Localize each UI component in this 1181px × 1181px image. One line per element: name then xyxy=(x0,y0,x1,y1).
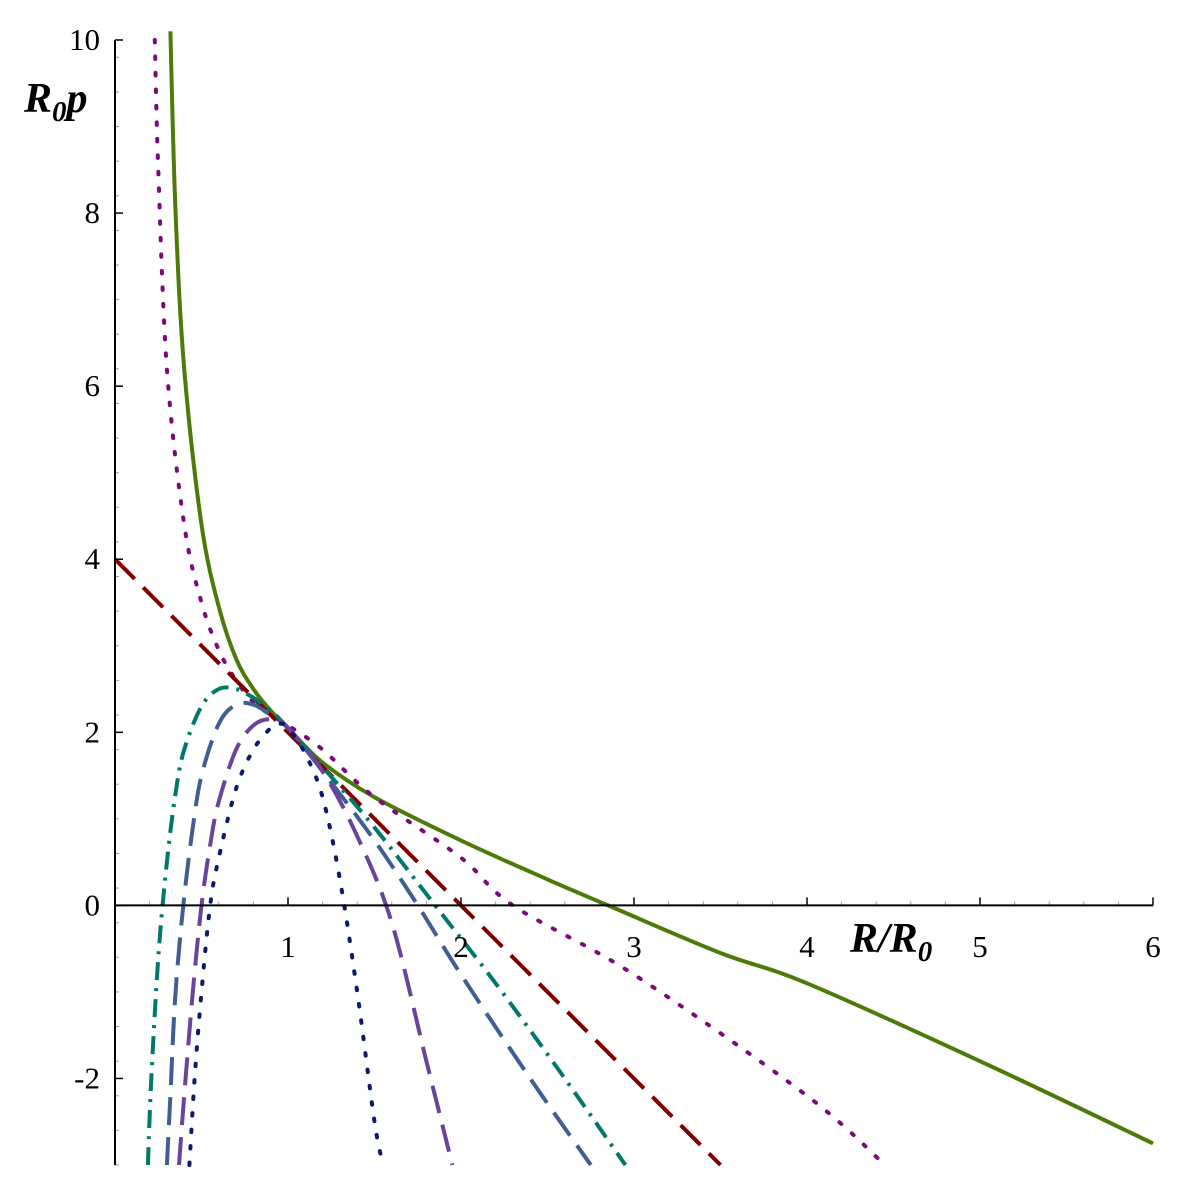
y-tick-label: 6 xyxy=(85,368,101,403)
series-5-line xyxy=(164,700,593,1167)
series-4-line xyxy=(145,685,628,1167)
minor-ticks xyxy=(115,56,1154,1166)
x-axis-title: R/R0 xyxy=(849,916,932,968)
y-tick-label: 4 xyxy=(85,541,101,576)
series-1-line xyxy=(168,31,1154,1146)
y-axis-title: R0p xyxy=(23,76,88,128)
series-7-line xyxy=(187,721,386,1167)
x-tick-label: 5 xyxy=(972,929,988,964)
y-tick-label: 8 xyxy=(85,195,101,230)
y-tick-label: 2 xyxy=(85,714,101,749)
series-6-line xyxy=(177,717,455,1166)
curves xyxy=(113,31,1154,1167)
x-tick-label: 4 xyxy=(799,929,815,964)
x-tick-label: 3 xyxy=(626,929,642,964)
y-tick-label: -2 xyxy=(74,1060,100,1095)
x-tick-label: 6 xyxy=(1145,929,1161,964)
y-tick-label: 10 xyxy=(69,22,100,57)
x-tick-label: 1 xyxy=(280,929,296,964)
major-ticks xyxy=(115,39,1154,1080)
tick-labels: 1 2 3 4 5 6 -2 0 2 4 6 8 10 xyxy=(69,22,1161,1095)
y-tick-label: 0 xyxy=(85,887,101,922)
series-2-line xyxy=(152,38,887,1167)
x-tick-label: 2 xyxy=(453,929,469,964)
